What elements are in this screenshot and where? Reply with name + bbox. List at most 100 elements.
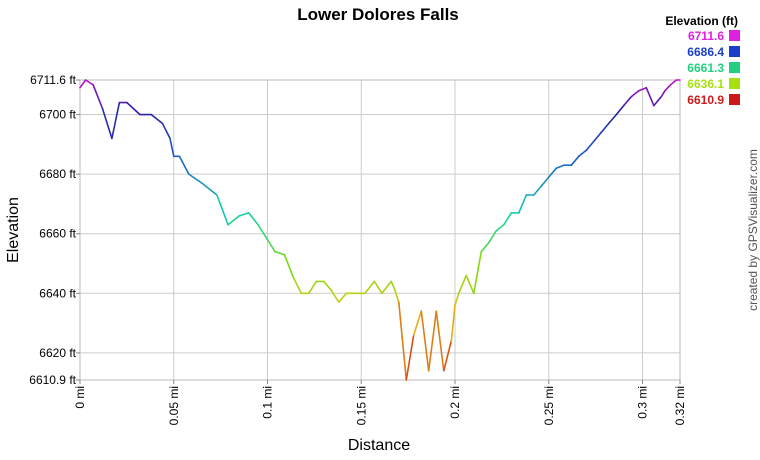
legend-swatch: [729, 78, 740, 89]
profile-segment: [517, 194, 528, 214]
profile-segment: [238, 212, 250, 217]
y-tick-label: 6610.9 ft: [29, 373, 76, 387]
profile-segment: [592, 131, 603, 143]
legend-value: 6610.9: [687, 93, 724, 107]
profile-segment: [266, 238, 276, 253]
profile-segment: [92, 84, 104, 110]
profile-segment: [216, 194, 229, 226]
x-tick-label: 0.25 mi: [542, 386, 556, 425]
x-axis-label: Distance: [348, 437, 410, 454]
profile-segment: [645, 86, 655, 107]
profile-segment: [487, 229, 498, 244]
profile-segment: [188, 173, 203, 184]
plot-frame: [79, 79, 681, 381]
profile-segment: [615, 104, 625, 116]
profile-segment: [465, 274, 475, 295]
profile-segment: [607, 113, 618, 125]
profile-segment: [412, 310, 423, 336]
profile-segment: [405, 334, 415, 381]
profile-segment: [457, 274, 468, 295]
profile-segment: [502, 212, 513, 226]
profile-segment: [283, 253, 295, 280]
y-tick-label: 6680 ft: [39, 167, 76, 181]
profile-segment: [540, 176, 550, 187]
profile-segment: [394, 289, 400, 304]
profile-segment: [555, 164, 565, 169]
profile-segment: [532, 185, 543, 196]
profile-segment: [577, 149, 588, 158]
profile-segment: [630, 89, 640, 98]
elevation-profile-line: [79, 79, 681, 381]
profile-segment: [292, 277, 303, 295]
grid-lines: [79, 79, 681, 381]
legend-swatch: [729, 62, 740, 73]
y-tick-label: 6711.6 ft: [30, 73, 76, 87]
profile-segment: [381, 280, 393, 295]
profile-segment: [178, 155, 190, 175]
y-tick-label: 6640 ft: [39, 286, 76, 300]
profile-segment: [248, 212, 259, 226]
x-tick-label: 0.15 mi: [354, 386, 368, 425]
legend: 6711.6 6686.4 6661.3 6636.1 6610.9: [687, 29, 740, 107]
x-tick-label: 0.2 mi: [448, 386, 462, 419]
profile-segment: [435, 310, 445, 372]
profile-segment: [427, 310, 438, 372]
x-axis-ticks: 0 mi 0.05 mi 0.1 mi 0.15 mi 0.2 mi 0.25 mi 0.3…: [73, 380, 687, 425]
profile-segment: [420, 310, 430, 372]
x-tick-label: 0.1 mi: [261, 386, 275, 419]
profile-segment: [364, 280, 376, 295]
x-tick-label: 0.3 mi: [636, 386, 650, 419]
profile-segment: [622, 95, 633, 107]
legend-value: 6636.1: [687, 77, 724, 91]
profile-segment: [169, 137, 175, 158]
y-axis-ticks: 6610.9 ft 6620 ft 6640 ft 6660 ft 6680 ft 670…: [29, 73, 80, 387]
profile-segment: [101, 107, 113, 140]
profile-segment: [450, 304, 456, 342]
profile-segment: [600, 122, 610, 134]
profile-segment: [150, 113, 164, 125]
profile-segment: [669, 79, 678, 86]
legend-swatch: [729, 46, 740, 57]
profile-segment: [126, 101, 141, 116]
profile-segment: [257, 224, 269, 241]
legend-swatch: [729, 94, 740, 105]
y-tick-label: 6620 ft: [39, 346, 76, 360]
profile-segment: [201, 182, 218, 196]
profile-segment: [472, 250, 483, 295]
chart-title: Lower Dolores Falls: [297, 5, 459, 24]
credit-text: created by GPSVisualizer.com: [746, 149, 760, 311]
profile-segment: [664, 84, 672, 92]
profile-segment: [111, 101, 121, 140]
profile-segment: [570, 155, 580, 166]
profile-segment: [161, 122, 171, 140]
profile-segment: [660, 89, 666, 98]
legend-title: Elevation (ft): [665, 14, 738, 28]
profile-segment: [227, 215, 241, 226]
profile-segment: [480, 241, 490, 253]
profile-segment: [322, 280, 333, 292]
legend-value: 6711.6: [688, 29, 724, 43]
profile-segment: [307, 280, 318, 295]
profile-segment: [454, 292, 460, 307]
profile-segment: [337, 292, 348, 304]
y-tick-label: 6700 ft: [39, 108, 76, 122]
legend-value: 6661.3: [687, 61, 724, 75]
profile-segment: [637, 86, 648, 92]
profile-segment: [274, 250, 286, 256]
profile-segment: [495, 224, 505, 232]
profile-segment: [547, 167, 558, 178]
profile-segment: [330, 289, 340, 304]
profile-segment: [652, 95, 663, 107]
y-axis-label: Elevation: [5, 197, 22, 263]
profile-segment: [585, 140, 595, 152]
x-tick-label: 0.05 mi: [167, 386, 181, 425]
profile-segment: [373, 280, 383, 295]
profile-segment: [390, 280, 396, 292]
profile-segment: [84, 79, 94, 86]
y-tick-label: 6660 ft: [39, 227, 76, 241]
x-tick-label: 0.32 mi: [673, 386, 687, 425]
x-tick-label: 0 mi: [73, 386, 87, 409]
profile-segment: [442, 340, 453, 372]
profile-segment: [79, 79, 87, 89]
